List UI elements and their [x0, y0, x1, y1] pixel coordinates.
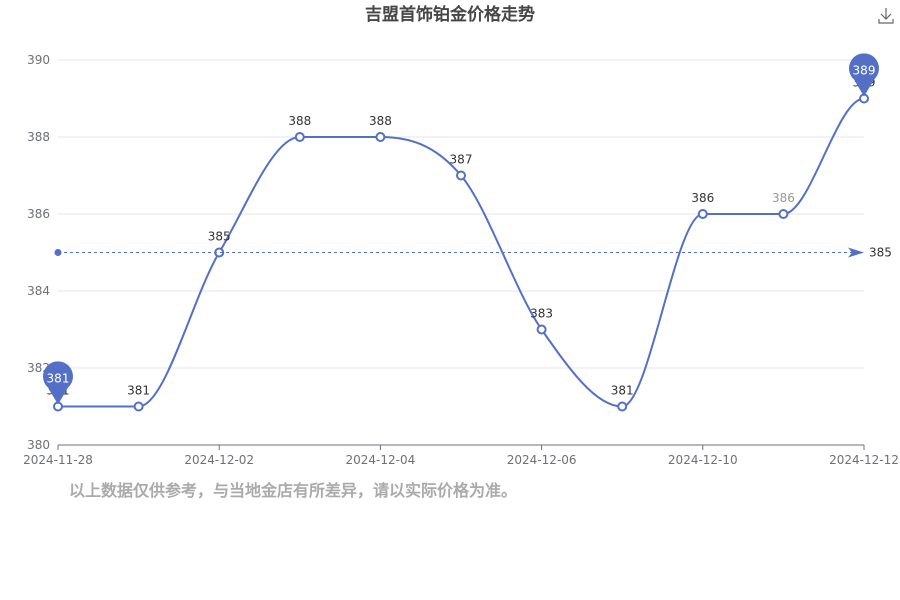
average-line-start — [54, 249, 62, 256]
mark-point-pin-max — [849, 53, 880, 97]
data-label: 388 — [288, 114, 311, 128]
y-tick-label: 388 — [27, 130, 50, 144]
data-point — [536, 324, 547, 335]
data-label: 387 — [450, 153, 473, 167]
data-label: 383 — [530, 307, 553, 321]
y-tick-label: 380 — [27, 438, 50, 452]
data-point — [778, 209, 789, 219]
y-tick-label: 384 — [27, 284, 50, 298]
disclaimer-note: 以上数据仅供参考，与当地金店有所差异，请以实际价格为准。 — [69, 481, 518, 500]
x-tick-label: 2024-12-10 — [668, 453, 738, 467]
data-point — [133, 401, 144, 412]
x-tick-label: 2024-12-12 — [829, 453, 899, 467]
x-tick-label: 2024-12-02 — [184, 453, 254, 467]
data-label: 388 — [369, 114, 392, 128]
mark-point-pin-min — [43, 361, 73, 405]
data-label: 381 — [127, 384, 150, 398]
data-point — [697, 209, 708, 219]
data-label: 385 — [208, 230, 231, 244]
mark-point-label-max: 389 — [853, 64, 876, 78]
average-value-label: 385 — [869, 246, 892, 260]
data-point — [456, 170, 466, 181]
data-point — [294, 132, 305, 142]
data-label: 386 — [691, 191, 714, 205]
data-label: 386 — [772, 191, 795, 205]
download-icon[interactable] — [878, 8, 894, 24]
y-tick-label: 386 — [27, 207, 50, 221]
x-tick-label: 2024-11-28 — [23, 453, 93, 467]
series-line — [58, 97, 865, 408]
data-point — [617, 401, 628, 412]
average-line-arrow — [848, 247, 864, 258]
data-label: 381 — [611, 384, 634, 398]
mark-point-label-min: 381 — [47, 372, 70, 386]
y-tick-label: 390 — [27, 53, 50, 67]
x-tick-label: 2024-12-06 — [507, 453, 577, 467]
x-tick-label: 2024-12-04 — [346, 453, 416, 467]
data-point — [375, 132, 386, 142]
chart-title: 吉盟首饰铂金价格走势 — [365, 4, 535, 25]
